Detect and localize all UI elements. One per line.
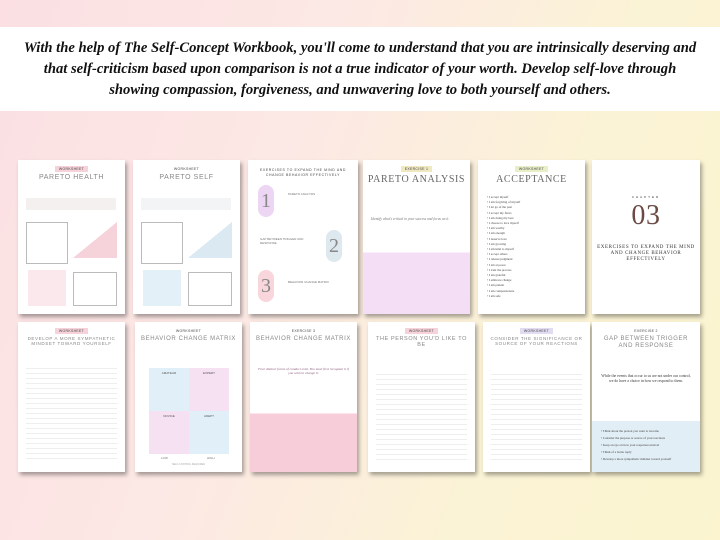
page-title: PARETO ANALYSIS xyxy=(367,174,466,185)
chapter-number: 03 xyxy=(631,200,661,231)
list-item: • I am doing my best xyxy=(487,215,514,220)
badge: WORKSHEET xyxy=(173,167,200,171)
page-title: CONSIDER THE SIGNIFICANCE OR SOURCE OF Y… xyxy=(490,336,583,346)
page-title: EXERCISES TO EXPAND THE MIND AND CHANGE … xyxy=(259,168,347,177)
page-significance-reactions: WORKSHEET CONSIDER THE SIGNIFICANCE OR S… xyxy=(483,322,590,472)
list-item: • Consider the purpose or source of your… xyxy=(601,436,665,440)
quote: While the events that occur to us are no… xyxy=(601,374,691,383)
number-1: 1 xyxy=(258,185,274,217)
list-item: • I am safe xyxy=(487,293,501,298)
prompt: Identify what's critical to your success… xyxy=(371,217,450,221)
page-person-youd-like-to-be: WORKSHEET THE PERSON YOU'D LIKE TO BE xyxy=(368,322,475,472)
axis-high: HIGH xyxy=(207,456,215,460)
list-item: • I am forgiving of myself xyxy=(487,200,521,205)
list-item: • I am grateful xyxy=(487,273,506,278)
page-pareto-health: WORKSHEET PARETO HEALTH xyxy=(18,160,125,314)
list-item: • Think about the person you want to bec… xyxy=(601,429,659,433)
page-exercises-overview: EXERCISES TO EXPAND THE MIND AND CHANGE … xyxy=(248,160,358,314)
list-item: • Keep an eye on how your responses unra… xyxy=(601,443,660,447)
badge: WORKSHEET xyxy=(54,166,89,172)
page-title: PARETO SELF xyxy=(159,174,214,181)
exercise-heading: BEHAVIOR CHANGE MATRIX xyxy=(288,280,329,284)
quadrant-amateur: AMATEUR xyxy=(149,368,189,411)
badge: WORKSHEET xyxy=(404,328,439,334)
page-title: BEHAVIOR CHANGE MATRIX xyxy=(256,336,351,342)
list-item: • Develop a more sympathetic mindset tow… xyxy=(601,457,672,461)
badge: EXERCISE 1 xyxy=(400,166,433,172)
page-pareto-analysis: EXERCISE 1 PARETO ANALYSIS Identify what… xyxy=(363,160,470,314)
page-sympathetic-mindset: WORKSHEET DEVELOP A MORE SYMPATHETIC MIN… xyxy=(18,322,125,472)
list-item: • Think of a better reply xyxy=(601,450,632,454)
banner: With the help of The Self-Concept Workbo… xyxy=(0,27,720,111)
number-3: 3 xyxy=(258,270,274,302)
badge: WORKSHEET xyxy=(175,329,202,333)
badge: EXERCISE 2 xyxy=(634,329,658,333)
page-title: THE PERSON YOU'D LIKE TO BE xyxy=(376,336,467,348)
quote: Four distinct forms of conduct exist. Yo… xyxy=(258,367,349,375)
list-item: • I accept others xyxy=(487,252,508,257)
quadrant-expert: EXPERT xyxy=(189,368,229,411)
list-item: • I am growing xyxy=(487,241,507,246)
badge: WORKSHEET xyxy=(54,328,89,334)
axis-low: LOW xyxy=(161,456,168,460)
list-item: • I accept myself xyxy=(487,195,509,199)
list-item: • I release judgment xyxy=(487,257,513,262)
list-item: • I am worthy xyxy=(487,226,505,231)
page-title: DEVELOP A MORE SYMPATHETIC MINDSET TOWAR… xyxy=(27,336,116,346)
badge: EXERCISE 3 xyxy=(291,329,316,333)
badge: WORKSHEET xyxy=(519,328,554,334)
list-item: • I am patient xyxy=(487,283,505,288)
page-title: GAP BETWEEN TRIGGER AND RESPONSE xyxy=(603,336,689,349)
quadrant-novice: NOVICE xyxy=(149,411,189,454)
list-item: • I trust the process xyxy=(487,267,512,272)
list-item: • I embrace change xyxy=(487,278,512,283)
chapter-title: EXERCISES TO EXPAND THE MIND AND CHANGE … xyxy=(597,245,695,262)
page-acceptance: WORKSHEET ACCEPTANCE • I accept myself • … xyxy=(478,160,585,314)
page-title: BEHAVIOR CHANGE MATRIX xyxy=(141,336,236,342)
page-pareto-self: WORKSHEET PARETO SELF xyxy=(133,160,240,314)
quadrant-adept: ADEPT xyxy=(189,411,229,454)
list-item: • I am at peace xyxy=(487,262,506,267)
exercise-heading: PARETO ANALYSIS xyxy=(288,192,316,196)
list-item: • I am enough xyxy=(487,231,505,236)
list-item: • I am kind to myself xyxy=(487,247,514,252)
axis-title: SELF-CONTROL REQUIRED xyxy=(171,463,206,466)
number-2: 2 xyxy=(326,230,342,262)
list-item: • I accept my flaws xyxy=(487,210,512,215)
page-gap-trigger-response: EXERCISE 2 GAP BETWEEN TRIGGER AND RESPO… xyxy=(592,322,700,472)
list-item: • I choose to love myself xyxy=(487,221,519,226)
page-title: PARETO HEALTH xyxy=(39,174,104,181)
exercise-heading: GAP BETWEEN TRIGGER AND RESPONSE xyxy=(260,237,304,245)
page-behavior-matrix: WORKSHEET BEHAVIOR CHANGE MATRIX AMATEUR… xyxy=(135,322,242,472)
page-title: ACCEPTANCE xyxy=(496,174,567,185)
badge: WORKSHEET xyxy=(514,166,549,172)
chapter-label: CHAPTER xyxy=(631,195,661,199)
list-item: • I let go of the past xyxy=(487,205,513,210)
list-item: • I am compassionate xyxy=(487,288,515,293)
page-behavior-matrix-exercise: EXERCISE 3 BEHAVIOR CHANGE MATRIX Four d… xyxy=(250,322,357,472)
banner-text: With the help of The Self-Concept Workbo… xyxy=(23,39,697,98)
list-item: • I deserve love xyxy=(487,236,507,241)
page-chapter-03: CHAPTER 03 EXERCISES TO EXPAND THE MIND … xyxy=(592,160,700,314)
